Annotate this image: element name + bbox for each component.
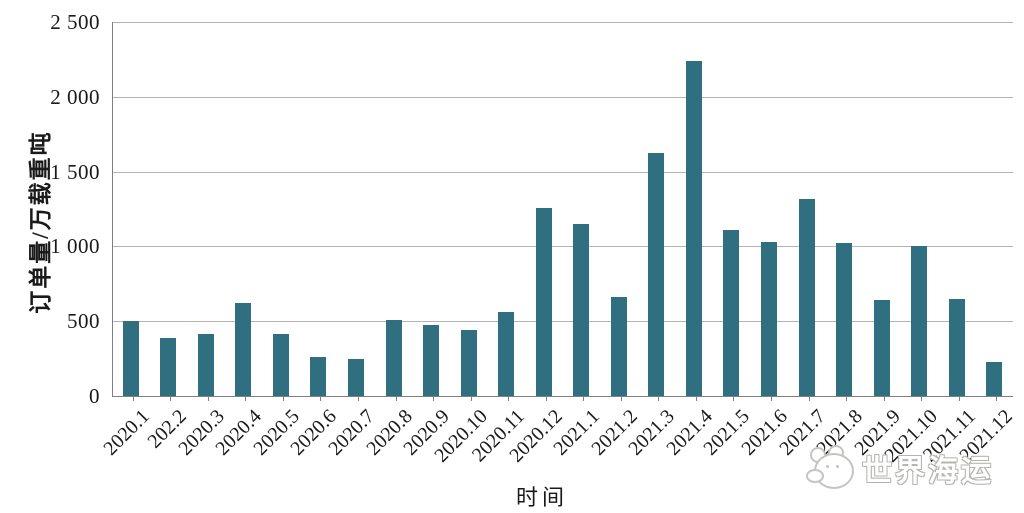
- bar: [799, 199, 815, 396]
- bar: [836, 243, 852, 396]
- x-axis-tick: [696, 397, 697, 401]
- x-axis-tick: [996, 397, 997, 401]
- y-tick-label: 1 000: [50, 234, 100, 258]
- bar: [648, 153, 664, 396]
- x-axis-tick: [621, 397, 622, 401]
- bar: [536, 208, 552, 396]
- bar: [611, 297, 627, 396]
- bar: [911, 246, 927, 396]
- bar: [310, 357, 326, 396]
- gridline: [112, 172, 1013, 173]
- x-axis-tick: [846, 397, 847, 401]
- x-axis-tick: [733, 397, 734, 401]
- watermark-text: 世界海运: [862, 455, 994, 488]
- bar: [386, 320, 402, 396]
- bar: [986, 362, 1002, 396]
- x-axis-tick: [921, 397, 922, 401]
- bar: [160, 338, 176, 396]
- x-axis-tick: [809, 397, 810, 401]
- mascot-face-icon: [806, 445, 856, 491]
- x-axis-tick: [658, 397, 659, 401]
- y-tick-label: 2 500: [50, 10, 100, 34]
- gridline: [112, 246, 1013, 247]
- x-axis-tick: [170, 397, 171, 401]
- gridline: [112, 97, 1013, 98]
- bar: [723, 230, 739, 396]
- x-axis-tick: [546, 397, 547, 401]
- bar: [498, 312, 514, 396]
- y-tick-label: 1 500: [50, 160, 100, 184]
- x-axis-title: 时间: [515, 485, 568, 510]
- x-axis-tick: [471, 397, 472, 401]
- bar: [949, 299, 965, 396]
- y-tick-label: 500: [67, 309, 100, 333]
- x-axis-tick: [508, 397, 509, 401]
- y-tick-label: 2 000: [50, 85, 100, 109]
- bar: [461, 330, 477, 396]
- gridline: [112, 22, 1013, 23]
- x-axis-tick: [583, 397, 584, 401]
- x-axis-line: [112, 396, 1013, 397]
- watermark: 世界海运: [806, 445, 994, 491]
- x-axis-tick: [396, 397, 397, 401]
- bar: [348, 359, 364, 396]
- gridline: [112, 321, 1013, 322]
- x-axis-tick: [133, 397, 134, 401]
- bar: [273, 334, 289, 396]
- bar: [423, 325, 439, 396]
- x-axis-tick: [208, 397, 209, 401]
- y-axis-line: [112, 22, 113, 396]
- x-axis-tick: [433, 397, 434, 401]
- bar: [235, 303, 251, 396]
- x-axis-tick: [358, 397, 359, 401]
- bar: [874, 300, 890, 396]
- bar: [761, 242, 777, 396]
- x-axis-tick: [320, 397, 321, 401]
- y-tick-label: 0: [89, 384, 100, 408]
- x-axis-tick: [771, 397, 772, 401]
- bar: [573, 224, 589, 396]
- y-axis-title: 订单量/万载重吨: [28, 130, 53, 314]
- x-axis-tick: [283, 397, 284, 401]
- bar: [123, 321, 139, 396]
- x-axis-tick: [959, 397, 960, 401]
- bar: [198, 334, 214, 396]
- bar: [686, 61, 702, 396]
- x-axis-tick: [884, 397, 885, 401]
- x-axis-tick: [245, 397, 246, 401]
